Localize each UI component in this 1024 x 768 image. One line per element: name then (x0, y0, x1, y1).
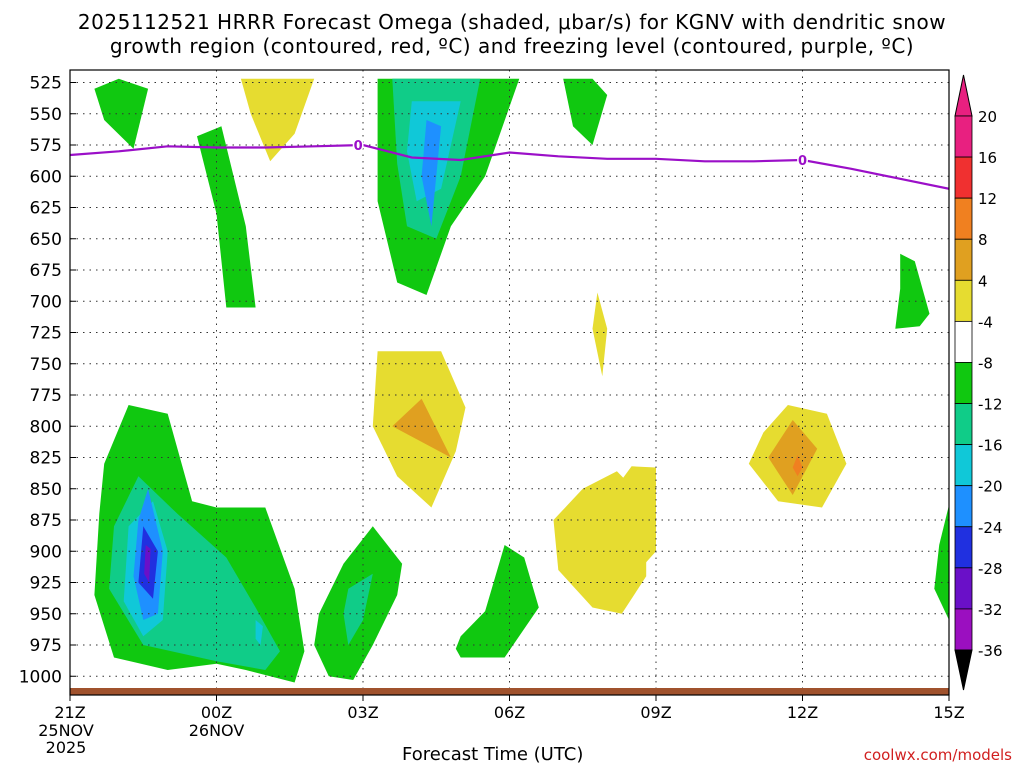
x-axis-title: Forecast Time (UTC) (402, 744, 584, 765)
omega-region-27 (553, 471, 647, 614)
colorbar-label: -24 (978, 519, 1003, 537)
omega-region-25 (343, 573, 373, 645)
colorbar-under-triangle (954, 649, 973, 691)
y-tick-label: 675 (30, 261, 62, 281)
colorbar-segment (954, 238, 973, 281)
colorbar-over-triangle (954, 74, 973, 117)
y-tick-label: 625 (30, 199, 62, 219)
surface-ground-strip (70, 688, 949, 695)
omega-region-15 (895, 253, 930, 329)
x-tick-label: 12Z (787, 703, 818, 722)
freezing-level-line (70, 143, 949, 190)
colorbar-label: 20 (978, 108, 997, 126)
y-tick-label: 575 (30, 136, 62, 156)
chart-title-line-2: growth region (contoured, red, ºC) and f… (109, 34, 915, 58)
x-tick-label: 15Z (933, 703, 964, 722)
colorbar-label: 8 (978, 231, 988, 249)
x-tick-label: 21Z (54, 703, 85, 722)
omega-region-26 (455, 545, 539, 658)
omega-shading (94, 78, 949, 683)
colorbar-segment (954, 320, 973, 363)
colorbar-label: -28 (978, 560, 1003, 578)
y-tick-label: 550 (30, 105, 62, 125)
x-tick-sublabel: 2025 (46, 738, 87, 757)
freezing-level-label: 0 (354, 139, 363, 154)
x-tick-label: 06Z (494, 703, 525, 722)
colorbar-segment (954, 608, 973, 651)
freezing-level-label: 0 (798, 154, 807, 169)
y-tick-label: 750 (30, 355, 62, 375)
y-tick-label: 725 (30, 324, 62, 344)
colorbar-segment (954, 526, 973, 569)
colorbar-segment (954, 444, 973, 487)
colorbar-label: -16 (978, 437, 1003, 455)
omega-region-8 (592, 292, 608, 377)
y-tick-label: 800 (30, 417, 62, 437)
colorbar-segment (954, 156, 973, 199)
y-tick-label: 850 (30, 480, 62, 500)
colorbar-segment (954, 197, 973, 240)
omega-region-16 (934, 505, 949, 620)
pressure-axis: 525 550 575 600 625 650 675 700 725 750 775 800 825 8… (19, 74, 76, 687)
x-tick-sublabel: 25NOV (38, 721, 94, 740)
omega-region-2 (197, 126, 256, 308)
omega-region-23 (255, 620, 263, 645)
x-tick-label: 09Z (640, 703, 671, 722)
colorbar-label: -32 (978, 601, 1003, 619)
colorbar-segment (954, 485, 973, 528)
y-tick-label: 825 (30, 449, 62, 469)
y-tick-label: 1000 (19, 667, 62, 687)
y-tick-label: 900 (30, 542, 62, 562)
x-tick-label: 00Z (201, 703, 232, 722)
colorbar-label: 4 (978, 272, 988, 290)
omega-colorbar: 20 16 12 8 4 -4 -8 -12 -16 -20 -24 -28 -32 -36 (954, 74, 1003, 691)
omega-region-6 (421, 120, 442, 227)
colorbar-label: -8 (978, 354, 993, 372)
freezing-level-contour: 00 (70, 138, 949, 190)
y-tick-label: 650 (30, 230, 62, 250)
colorbar-segment (954, 403, 973, 446)
y-tick-label: 975 (30, 636, 62, 656)
colorbar-label: 12 (978, 190, 997, 208)
y-tick-label: 925 (30, 574, 62, 594)
omega-region-22 (144, 545, 151, 583)
omega-region-1 (240, 78, 315, 162)
omega-region-14 (792, 455, 803, 477)
colorbar-segment (954, 567, 973, 610)
omega-region-7 (563, 78, 608, 145)
colorbar-label: -36 (978, 642, 1003, 660)
y-tick-label: 700 (30, 292, 62, 312)
y-tick-label: 875 (30, 511, 62, 531)
omega-region-0 (94, 78, 149, 149)
x-tick-sublabel: 26NOV (189, 721, 245, 740)
y-tick-label: 600 (30, 167, 62, 187)
colorbar-segment (954, 115, 973, 158)
colorbar-label: -12 (978, 396, 1003, 414)
colorbar-segment (954, 362, 973, 404)
omega-region-10 (392, 398, 451, 458)
colorbar-label: -4 (978, 313, 993, 331)
colorbar-segment (954, 279, 973, 322)
y-tick-label: 775 (30, 386, 62, 406)
y-tick-label: 950 (30, 605, 62, 625)
y-tick-label: 525 (30, 74, 62, 94)
x-tick-label: 03Z (347, 703, 378, 722)
colorbar-label: -20 (978, 478, 1003, 496)
colorbar-label: 16 (978, 149, 997, 167)
chart-title-line-1: 2025112521 HRRR Forecast Omega (shaded, … (77, 10, 947, 34)
source-watermark: coolwx.com/models (863, 746, 1012, 764)
